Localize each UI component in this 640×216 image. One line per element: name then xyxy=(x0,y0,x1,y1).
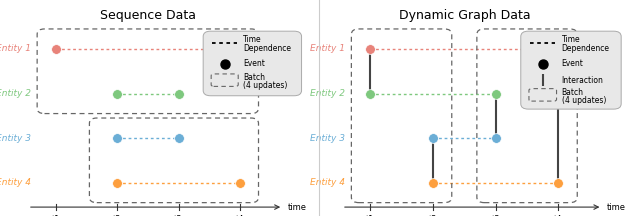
Text: Entity 1: Entity 1 xyxy=(310,44,345,54)
Text: t3: t3 xyxy=(492,215,500,216)
Text: Event: Event xyxy=(243,59,265,68)
Text: Event: Event xyxy=(561,59,584,68)
Text: Entity 1: Entity 1 xyxy=(0,44,31,54)
Text: t2: t2 xyxy=(429,215,437,216)
Text: Entity 4: Entity 4 xyxy=(0,178,31,187)
Text: t4: t4 xyxy=(554,215,563,216)
FancyBboxPatch shape xyxy=(203,31,301,96)
Text: t1: t1 xyxy=(366,215,374,216)
Text: (4 updates): (4 updates) xyxy=(561,96,606,105)
Text: Interaction: Interaction xyxy=(561,76,604,85)
Text: time: time xyxy=(287,203,307,212)
Text: Entity 3: Entity 3 xyxy=(0,133,31,143)
Text: Dynamic Graph Data: Dynamic Graph Data xyxy=(399,9,530,22)
Text: Batch: Batch xyxy=(243,73,265,82)
Text: Time: Time xyxy=(561,35,580,44)
Text: Entity 2: Entity 2 xyxy=(310,89,345,98)
Text: t4: t4 xyxy=(236,215,244,216)
Text: Entity 3: Entity 3 xyxy=(310,133,345,143)
Text: Time: Time xyxy=(243,35,262,44)
Text: t1: t1 xyxy=(51,215,60,216)
Text: Entity 4: Entity 4 xyxy=(310,178,345,187)
Text: Sequence Data: Sequence Data xyxy=(100,9,196,22)
Text: t3: t3 xyxy=(174,215,183,216)
FancyBboxPatch shape xyxy=(521,31,621,109)
Text: Dependence: Dependence xyxy=(243,44,291,53)
Text: Entity 2: Entity 2 xyxy=(0,89,31,98)
Text: Batch: Batch xyxy=(561,88,584,97)
Text: Dependence: Dependence xyxy=(561,44,609,53)
Text: time: time xyxy=(607,203,626,212)
Text: (4 updates): (4 updates) xyxy=(243,81,287,90)
Text: t2: t2 xyxy=(113,215,122,216)
